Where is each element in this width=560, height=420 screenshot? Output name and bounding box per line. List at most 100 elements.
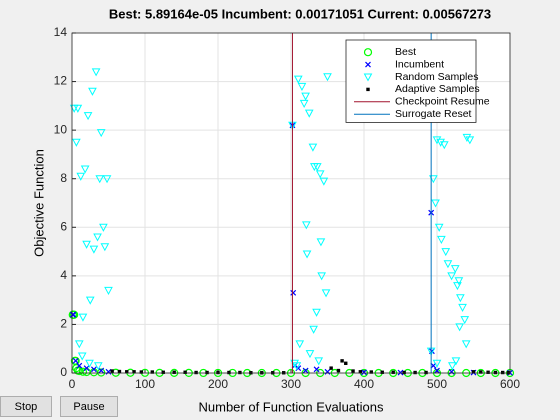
random-sample-point bbox=[78, 313, 88, 322]
random-sample-point bbox=[431, 199, 440, 208]
random-sample-point bbox=[447, 272, 456, 281]
random-sample-point bbox=[305, 350, 315, 359]
random-sample-point bbox=[85, 296, 95, 305]
legend-marker bbox=[365, 61, 371, 68]
random-sample-point bbox=[309, 325, 318, 334]
adaptive-sample-point bbox=[424, 370, 428, 375]
random-sample-point bbox=[434, 223, 444, 232]
legend-marker bbox=[363, 73, 373, 82]
adaptive-sample-point bbox=[351, 369, 355, 373]
pause-button[interactable]: Pause bbox=[60, 396, 118, 417]
random-sample-point bbox=[299, 99, 309, 108]
y-tick-label: 0 bbox=[60, 365, 67, 379]
random-sample-point bbox=[451, 357, 461, 366]
incumbent-point bbox=[90, 366, 97, 373]
random-sample-point bbox=[297, 82, 307, 91]
y-tick-label: 4 bbox=[60, 268, 67, 282]
random-sample-point bbox=[302, 250, 312, 259]
adaptive-sample-point bbox=[380, 370, 384, 374]
incumbent-point bbox=[290, 289, 297, 296]
random-sample-point bbox=[77, 352, 87, 361]
legend-label: Checkpoint Resume bbox=[395, 96, 490, 108]
axes-box bbox=[71, 32, 511, 374]
incumbent-point bbox=[434, 367, 440, 374]
adaptive-sample-point bbox=[125, 370, 129, 374]
best-point bbox=[78, 367, 88, 376]
random-sample-point bbox=[462, 133, 472, 142]
adaptive-sample-point bbox=[139, 370, 144, 374]
random-sample-point bbox=[85, 359, 94, 368]
stop-button[interactable]: Stop bbox=[0, 396, 52, 417]
random-sample-point bbox=[301, 221, 311, 230]
random-sample-point bbox=[321, 289, 331, 298]
random-sample-point bbox=[314, 357, 324, 366]
adaptive-sample-point bbox=[471, 370, 476, 374]
random-sample-point bbox=[304, 109, 314, 118]
y-tick-label: 8 bbox=[60, 171, 67, 185]
adaptive-sample-point bbox=[391, 370, 395, 374]
random-sample-point bbox=[308, 143, 318, 152]
random-sample-point bbox=[439, 141, 449, 150]
incumbent-point bbox=[302, 367, 309, 374]
x-axis-label: Number of Function Evaluations bbox=[199, 399, 384, 414]
random-sample-point bbox=[292, 362, 302, 371]
random-sample-point bbox=[453, 282, 462, 291]
adaptive-sample-point bbox=[183, 370, 187, 374]
y-axis-label: Objective Function bbox=[31, 149, 46, 257]
adaptive-sample-point bbox=[117, 369, 122, 374]
random-sample-point bbox=[293, 75, 303, 84]
random-sample-point bbox=[312, 308, 321, 317]
random-sample-point bbox=[80, 165, 90, 174]
adaptive-sample-point bbox=[132, 370, 136, 374]
random-sample-point bbox=[455, 323, 464, 332]
y-tick-label: 12 bbox=[54, 74, 68, 88]
random-sample-point bbox=[456, 294, 465, 303]
random-sample-point bbox=[88, 87, 97, 96]
x-tick-label: 400 bbox=[354, 377, 374, 391]
adaptive-sample-point bbox=[479, 370, 483, 374]
x-tick-label: 0 bbox=[69, 377, 76, 391]
random-sample-point bbox=[72, 138, 81, 147]
adaptive-sample-point bbox=[358, 370, 363, 374]
adaptive-sample-point bbox=[413, 370, 417, 375]
random-sample-point bbox=[441, 248, 451, 257]
random-sample-point bbox=[96, 129, 106, 138]
chart-title: Best: 5.89164e-05 Incumbent: 0.00171051 … bbox=[109, 6, 491, 21]
random-sample-point bbox=[432, 359, 442, 368]
y-tick-label: 2 bbox=[60, 317, 67, 331]
random-sample-point bbox=[89, 245, 99, 254]
random-sample-point bbox=[99, 223, 108, 232]
adaptive-sample-point bbox=[172, 370, 176, 374]
incumbent-point bbox=[98, 367, 105, 374]
y-tick-label: 14 bbox=[54, 25, 68, 39]
random-sample-point bbox=[315, 170, 325, 179]
random-sample-point bbox=[319, 177, 329, 186]
adaptive-sample-point bbox=[205, 370, 209, 375]
legend-label: Incumbent bbox=[395, 58, 444, 70]
random-sample-point bbox=[83, 112, 93, 121]
random-sample-point bbox=[437, 235, 446, 244]
random-sample-point bbox=[91, 68, 101, 77]
random-sample-point bbox=[102, 175, 112, 184]
random-sample-point bbox=[323, 73, 332, 82]
legend-label: Random Samples bbox=[395, 71, 478, 83]
incumbent-point bbox=[324, 368, 331, 375]
incumbent-point bbox=[448, 368, 455, 375]
legend-label: Adaptive Samples bbox=[395, 83, 480, 95]
random-sample-point bbox=[73, 104, 83, 113]
random-sample-point bbox=[93, 362, 103, 371]
x-tick-label: 600 bbox=[500, 377, 520, 391]
random-sample-point bbox=[436, 138, 445, 147]
random-sample-point bbox=[301, 92, 310, 101]
incumbent-point bbox=[105, 368, 112, 375]
adaptive-sample-point bbox=[402, 370, 406, 375]
adaptive-sample-point bbox=[340, 359, 344, 363]
random-sample-point bbox=[317, 272, 326, 281]
random-sample-point bbox=[316, 238, 326, 247]
best-point bbox=[97, 368, 106, 377]
random-sample-point bbox=[432, 136, 442, 145]
adaptive-sample-point bbox=[369, 370, 373, 374]
